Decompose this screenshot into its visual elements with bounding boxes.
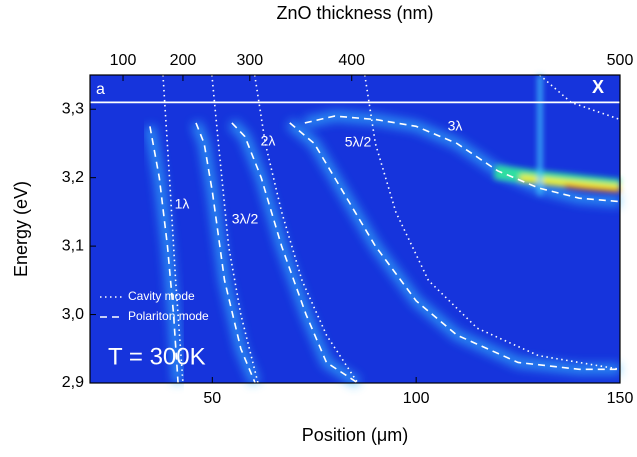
plot-frame: [89, 74, 621, 384]
x-axis-label: Position (μm): [302, 425, 408, 445]
top-axis-label: ZnO thickness (nm): [276, 3, 433, 23]
annotation: T = 300K: [108, 343, 206, 370]
legend-label: Polariton mode: [128, 309, 209, 323]
mode-line: [231, 122, 359, 384]
hot-spot-mid: [519, 174, 621, 192]
annotation: 5λ/2: [345, 134, 372, 150]
x-tick-label: 100: [403, 390, 430, 407]
mode-line: [253, 74, 359, 384]
mode-line: [304, 115, 621, 203]
legend-label: Cavity mode: [128, 289, 195, 303]
y-tick-label: 3,1: [62, 237, 84, 254]
mode-line: [149, 126, 179, 384]
mode-line: [211, 74, 259, 384]
annotation: a: [96, 81, 105, 98]
x-tick-label: 50: [203, 390, 221, 407]
x2-tick-label: 400: [338, 52, 365, 69]
mode-line: [539, 74, 621, 121]
y-tick-label: 3,2: [62, 169, 84, 186]
x-tick-label: 150: [607, 390, 634, 407]
annotation: 2λ: [261, 133, 276, 149]
mode-line: [195, 122, 256, 384]
y-tick-label: 3,0: [62, 306, 84, 323]
mode-line: [363, 74, 621, 371]
y-axis-label: Energy (eV): [11, 181, 31, 277]
plot: X 1λ 3λ/2 2λ 5λ/2 3λ a T = 300K Cavity mode Polar…: [90, 74, 621, 384]
annotation: 3λ: [448, 118, 463, 134]
exciton-label: X: [592, 77, 604, 97]
x2-tick-label: 200: [170, 52, 197, 69]
annotation: 3λ/2: [232, 211, 259, 227]
annotation: 1λ: [175, 196, 190, 212]
y-tick-label: 2,9: [62, 374, 84, 391]
x2-tick-label: 300: [236, 52, 263, 69]
mode-line: [289, 122, 620, 371]
y-tick-label: 3,3: [62, 100, 84, 117]
x2-tick-label: 100: [110, 52, 137, 69]
mode-line: [162, 74, 184, 384]
hot-spot: [494, 75, 621, 195]
hot-spot-core: [564, 184, 621, 193]
x2-tick-label: 500: [607, 52, 634, 69]
